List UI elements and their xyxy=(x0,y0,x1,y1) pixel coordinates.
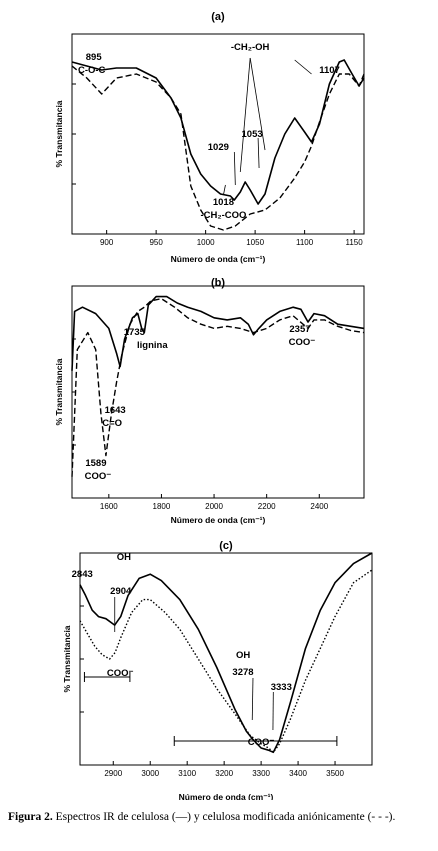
annotation-0-5: 1107 xyxy=(319,65,340,76)
annotation-1-5: COO⁻ xyxy=(85,471,112,482)
x-tick-label-2-4: 3300 xyxy=(252,769,270,778)
series-line-0-dashed xyxy=(71,65,365,231)
series-line-1-solid xyxy=(71,295,365,371)
annotation-0-3: 1053 xyxy=(242,129,263,140)
y-axis-title-2: % Transmitancia xyxy=(62,625,72,692)
caption-label: Figura 2. xyxy=(8,811,53,823)
x-axis-title-1: Número de onda (cm⁻¹) xyxy=(171,515,266,525)
x-tick-label-0-4: 1100 xyxy=(296,238,314,247)
annotation-2-7: COO⁻ xyxy=(248,737,275,748)
annotation-2-3: COO⁻ xyxy=(107,668,134,679)
annotation-2-2: 2904 xyxy=(110,586,132,597)
annotation-0-0: 895 xyxy=(86,52,103,63)
annotation-0-1: C-O-C xyxy=(78,65,106,76)
caption-text: Espectros IR de celulosa (—) y celulosa … xyxy=(55,811,396,823)
plot-frame-2 xyxy=(79,552,373,766)
annotation-2-1: 2843 xyxy=(72,569,93,580)
annotation-1-6: 2357 xyxy=(289,324,310,335)
figure-caption: Figura 2. Espectros IR de celulosa (—) y… xyxy=(8,810,430,825)
series-line-2-dotted xyxy=(79,569,373,753)
x-axis-title-2: Número de onda (cm⁻¹) xyxy=(179,792,274,800)
x-tick-label-2-2: 3100 xyxy=(178,769,196,778)
annotation-arrow-0-2 xyxy=(239,57,251,173)
annotation-arrow-0-3 xyxy=(249,57,266,151)
annotation-arrow-0-5 xyxy=(223,184,226,196)
annotation-2-0: OH xyxy=(117,552,131,563)
annotation-1-3: C=O xyxy=(102,418,122,429)
annotation-0-6: 1018 xyxy=(213,197,234,208)
annotation-1-0: 1735 xyxy=(124,327,146,338)
annotation-arrow-0-0 xyxy=(233,151,236,186)
annotation-2-6: 3333 xyxy=(271,682,292,693)
x-tick-label-0-3: 1050 xyxy=(246,238,264,247)
x-axis-title-0: Número de onda (cm⁻¹) xyxy=(171,254,266,264)
series-line-1-dashed xyxy=(71,298,365,477)
annotation-0-2: 1029 xyxy=(208,142,229,153)
x-tick-label-1-0: 1600 xyxy=(100,502,118,511)
series-line-0-solid xyxy=(71,59,365,205)
x-tick-label-1-3: 2200 xyxy=(258,502,276,511)
annotation-0-7: -CH₂-COO xyxy=(200,210,246,221)
annotation-0-4: -CH₂-OH xyxy=(231,42,270,53)
panel-label-0: (a) xyxy=(211,11,225,23)
annotation-arrow-0-1 xyxy=(257,137,260,169)
x-tick-label-0-0: 900 xyxy=(100,238,114,247)
x-tick-label-0-1: 950 xyxy=(149,238,163,247)
x-tick-label-1-2: 2000 xyxy=(205,502,223,511)
panel-label-2: (c) xyxy=(219,540,233,552)
x-tick-label-0-2: 1000 xyxy=(197,238,215,247)
annotation-1-2: 1643 xyxy=(105,405,126,416)
x-tick-label-1-1: 1800 xyxy=(153,502,171,511)
y-axis-title-0: % Transmitancia xyxy=(54,100,64,167)
x-tick-label-2-3: 3200 xyxy=(215,769,233,778)
ir-spectra-figure: (a) 900 950 1000 1050 1100 1150 Número de onda … xyxy=(54,11,373,800)
annotation-2-5: 3278 xyxy=(232,667,253,678)
x-tick-label-2-5: 3400 xyxy=(289,769,307,778)
annotation-arrow-2-1 xyxy=(251,677,254,721)
x-tick-label-2-1: 3000 xyxy=(141,769,159,778)
annotation-2-4: OH xyxy=(236,650,250,661)
x-tick-label-1-4: 2400 xyxy=(310,502,328,511)
series-line-2-solid xyxy=(79,552,373,754)
x-tick-label-2-0: 2900 xyxy=(104,769,122,778)
annotation-1-7: COO⁻ xyxy=(289,337,316,348)
x-tick-label-2-6: 3500 xyxy=(326,769,344,778)
annotation-1-1: lignina xyxy=(137,340,168,351)
panel-label-1: (b) xyxy=(211,277,225,289)
annotation-1-4: 1589 xyxy=(85,458,106,469)
annotation-arrow-0-4 xyxy=(294,59,312,75)
y-axis-title-1: % Transmitancia xyxy=(54,358,64,425)
x-tick-label-0-5: 1150 xyxy=(346,238,364,247)
